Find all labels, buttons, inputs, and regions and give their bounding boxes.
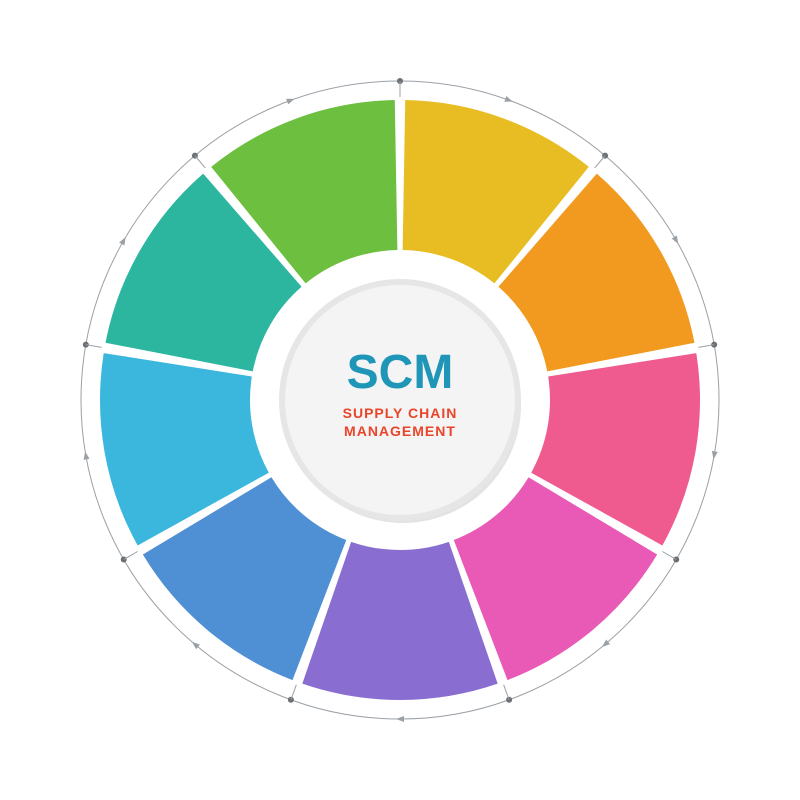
center-line2: MANAGEMENT — [344, 423, 456, 439]
center-line1: SUPPLY CHAIN — [343, 405, 458, 421]
center-acronym: SCM — [347, 346, 454, 399]
center-badge: SCM SUPPLY CHAIN MANAGEMENT — [282, 282, 521, 523]
scm-infographic: ANALYSISMANAGEMENTMANUFACTURINGTIME TOMA… — [0, 0, 800, 800]
